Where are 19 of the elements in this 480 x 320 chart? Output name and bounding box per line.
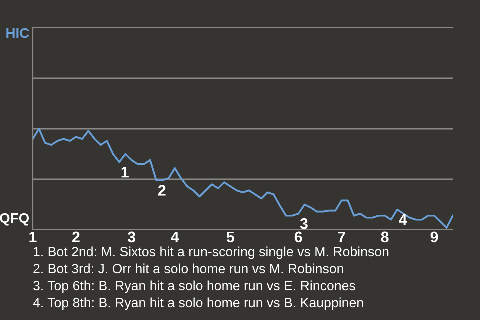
x-tick-label: 6 — [294, 232, 302, 243]
text: QFQ — [0, 213, 30, 226]
text: 3. Top 6th: B. Ryan hit a solo home run vs E. Rincones — [34, 280, 356, 294]
text: 1. Bot 2nd: M. Sixtos hit a run-scoring single vs M. Robinson — [34, 246, 389, 260]
annotation: 3 — [300, 218, 308, 230]
text: 4. Top 8th: B. Ryan hit a solo home run vs B. Kauppinen — [33, 298, 364, 310]
text: 2. Bot 3rd: J. Orr hit a solo home run vs M. Robinson — [34, 264, 344, 274]
x-tick-label: 7 — [338, 232, 346, 242]
x-tick-label: 8 — [381, 232, 389, 243]
x-tick-label: 5 — [226, 232, 234, 243]
annotation: 4 — [399, 214, 408, 226]
x-tick-label: 4 — [171, 232, 180, 242]
text: HIC — [6, 28, 30, 38]
x-tick-label: 1 — [30, 232, 37, 242]
x-tick-label: 9 — [430, 232, 438, 243]
annotation: 1 — [122, 167, 129, 178]
x-tick-label: 2 — [72, 232, 80, 242]
annotation: 2 — [158, 185, 166, 196]
x-tick-label: 3 — [128, 232, 136, 243]
